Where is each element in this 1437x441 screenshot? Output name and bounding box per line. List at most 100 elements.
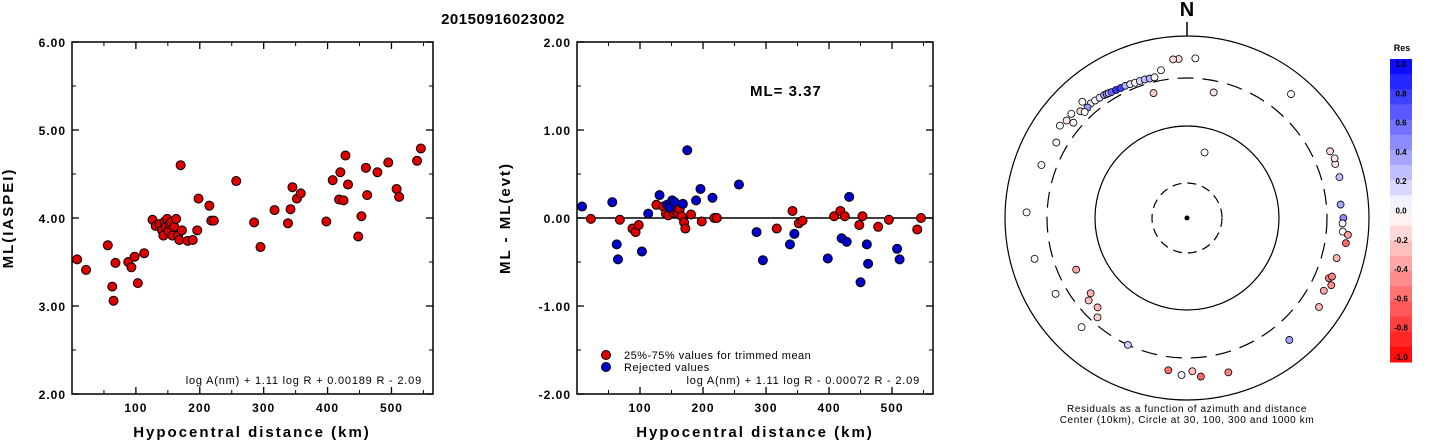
- data-point-1-0: [353, 231, 364, 242]
- data-point-1-0: [415, 143, 426, 154]
- data-point-1-0: [282, 218, 293, 229]
- x-tick-label: 200: [692, 401, 715, 415]
- colorbar-cell: [1390, 210, 1412, 227]
- station-point: [1330, 154, 1339, 163]
- data-point-2-0: [839, 211, 850, 222]
- x-tick-label: 400: [316, 401, 339, 415]
- distance-ring: [1004, 35, 1370, 401]
- station-point: [1150, 73, 1159, 82]
- colorbar-title: Res: [1394, 43, 1411, 53]
- data-point-1-0: [343, 179, 354, 190]
- station-point: [1285, 336, 1294, 344]
- data-point-1-0: [295, 188, 306, 199]
- data-point-2-1: [733, 179, 744, 190]
- colorbar-tick-label: 1.0: [1395, 60, 1407, 69]
- colorbar-cell: [1390, 165, 1412, 181]
- station-point: [1030, 254, 1039, 263]
- colorbar-cell: [1390, 195, 1412, 211]
- panel-polar-residuals: N Residuals as a function of azimuth and…: [1004, 0, 1370, 426]
- y-axis-label-2: ML - ML(evt): [497, 162, 514, 274]
- data-point-2-1: [861, 239, 872, 250]
- data-point-1-0: [108, 295, 119, 306]
- y-tick-label: 1.00: [544, 124, 571, 138]
- station-residuals: [1022, 54, 1352, 381]
- colorbar-cell: [1390, 134, 1412, 151]
- legend-label-rejected: Rejected values: [624, 362, 710, 374]
- station-point: [1051, 289, 1060, 298]
- station-point: [1315, 303, 1323, 311]
- data-point-1-0: [129, 251, 140, 262]
- data-point-2-1: [822, 253, 833, 264]
- data-point-1-0: [327, 175, 338, 186]
- data-point-2-1: [863, 258, 874, 269]
- colorbar-cell: [1390, 301, 1412, 318]
- station-point: [1200, 148, 1209, 157]
- station-point: [1149, 89, 1158, 97]
- distance-ring: [1046, 77, 1328, 359]
- colorbar-cell: [1390, 59, 1412, 75]
- epicenter-marker: [1184, 215, 1190, 221]
- data-point-2-0: [873, 221, 884, 232]
- station-point: [1055, 121, 1064, 130]
- x-tick-label: 100: [628, 401, 651, 415]
- colorbar-tick-label: 0.2: [1395, 177, 1407, 186]
- data-point-2-0: [686, 209, 697, 220]
- station-point: [1327, 281, 1336, 290]
- station-point: [1209, 88, 1218, 97]
- colorbar-tick-label: -0.8: [1394, 324, 1408, 333]
- data-point-2-0: [857, 211, 868, 222]
- data-point-2-1: [682, 145, 693, 156]
- colorbar-tick-label: -0.2: [1394, 236, 1408, 245]
- station-point: [1052, 138, 1061, 147]
- station-point: [1196, 372, 1205, 381]
- x-tick-label: 500: [380, 401, 403, 415]
- data-point-2-0: [916, 213, 927, 223]
- data-point-1-0: [208, 215, 219, 226]
- station-point: [1067, 109, 1076, 118]
- station-point: [1326, 147, 1334, 156]
- station-point: [1084, 296, 1093, 305]
- colorbar-cell: [1390, 316, 1412, 333]
- data-point-1-0: [383, 157, 394, 168]
- x-tick-label: 100: [124, 401, 147, 415]
- station-point: [1157, 66, 1165, 75]
- data-point-1-0: [360, 162, 371, 173]
- data-point-2-1: [784, 239, 795, 250]
- data-point-2-1: [677, 198, 688, 209]
- station-point: [1177, 371, 1186, 379]
- data-point-2-1: [612, 254, 623, 265]
- colorbar-cell: [1390, 89, 1412, 105]
- data-point-2-1: [789, 228, 800, 239]
- formula-2: log A(nm) + 1.11 log R - 0.00072 R - 2.0…: [687, 375, 920, 387]
- residual-colorbar: Res 1.0 0.8 0.6 0.4 0.2 0.0 -0.2 -0.4 -0.6 -0.8 -1…: [1390, 43, 1412, 363]
- axis-ticks-2: 100 200 300 400 500 -2.00 -1.00 0.00 1.00 2.00: [539, 36, 933, 415]
- data-point-1-0: [335, 167, 346, 178]
- colorbar-cells: [1390, 59, 1412, 363]
- station-point: [1335, 173, 1344, 182]
- data-point-1-0: [176, 225, 187, 236]
- station-point: [1069, 118, 1078, 127]
- station-point: [1123, 340, 1132, 349]
- data-point-2-0: [797, 215, 808, 226]
- data-point-2-0: [711, 213, 722, 223]
- data-point-1-0: [192, 225, 203, 236]
- station-point: [1093, 313, 1102, 322]
- colorbar-tick-label: -0.4: [1394, 265, 1408, 274]
- station-point: [1224, 368, 1233, 377]
- y-axis-label-1: ML(IASPEI): [0, 168, 17, 269]
- data-point-1-0: [231, 176, 242, 187]
- station-point: [1328, 272, 1336, 281]
- y-tick-label: 6.00: [39, 36, 66, 50]
- station-point: [1188, 367, 1197, 376]
- station-point: [1080, 108, 1089, 116]
- distance-ring: [1151, 182, 1223, 254]
- data-point-2-1: [892, 243, 903, 254]
- data-point-1-0: [321, 216, 332, 227]
- data-point-2-1: [707, 192, 718, 203]
- formula-1: log A(nm) + 1.11 log R + 0.00189 R - 2.0…: [186, 375, 422, 387]
- station-point: [1191, 54, 1200, 63]
- data-point-2-0: [696, 216, 707, 227]
- panel-residual-vs-distance: 100 200 300 400 500 -2.00 -1.00 0.00 1.00 2.00 Hy…: [497, 36, 934, 441]
- station-point: [1169, 55, 1178, 64]
